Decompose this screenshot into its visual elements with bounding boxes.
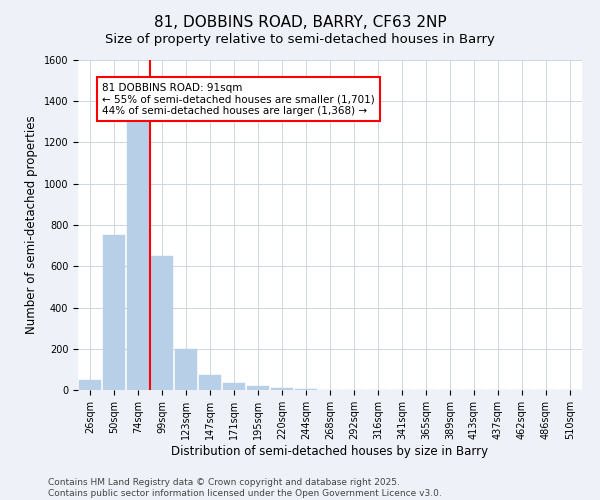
Bar — [199, 374, 221, 390]
Bar — [223, 383, 245, 390]
Bar — [103, 236, 125, 390]
Bar — [127, 122, 149, 390]
Bar — [151, 256, 173, 390]
Text: Contains HM Land Registry data © Crown copyright and database right 2025.
Contai: Contains HM Land Registry data © Crown c… — [48, 478, 442, 498]
Bar — [271, 388, 293, 390]
Bar — [79, 380, 101, 390]
Bar — [175, 349, 197, 390]
Bar — [247, 386, 269, 390]
X-axis label: Distribution of semi-detached houses by size in Barry: Distribution of semi-detached houses by … — [172, 444, 488, 458]
Text: Size of property relative to semi-detached houses in Barry: Size of property relative to semi-detach… — [105, 32, 495, 46]
Y-axis label: Number of semi-detached properties: Number of semi-detached properties — [25, 116, 38, 334]
Bar — [295, 389, 317, 390]
Text: 81 DOBBINS ROAD: 91sqm
← 55% of semi-detached houses are smaller (1,701)
44% of : 81 DOBBINS ROAD: 91sqm ← 55% of semi-det… — [102, 82, 375, 116]
Text: 81, DOBBINS ROAD, BARRY, CF63 2NP: 81, DOBBINS ROAD, BARRY, CF63 2NP — [154, 15, 446, 30]
